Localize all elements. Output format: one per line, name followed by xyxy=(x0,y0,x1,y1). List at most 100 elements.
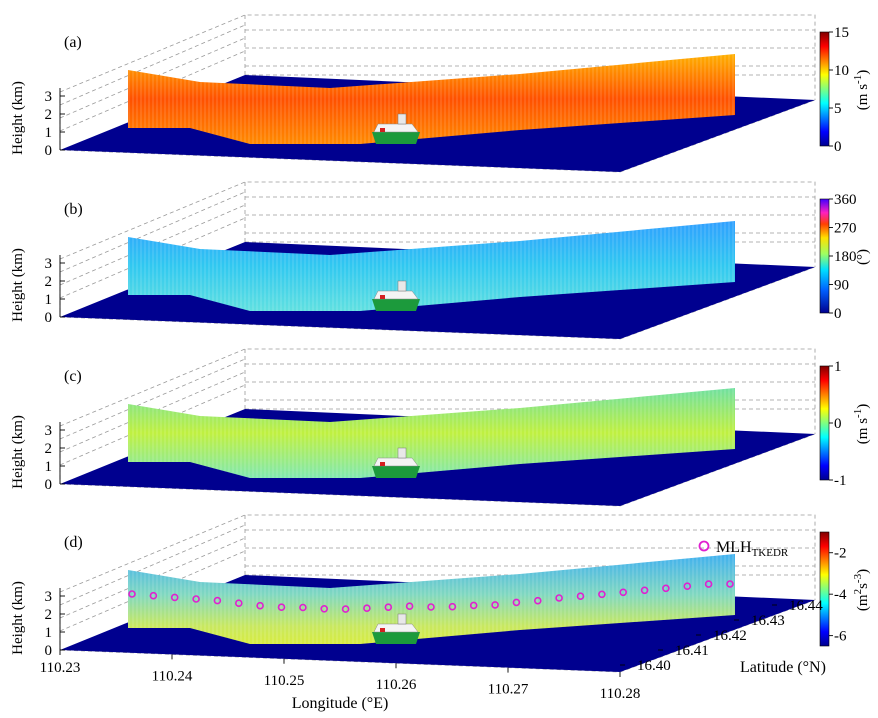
colorbar-tick-label: -4 xyxy=(834,587,847,603)
mlh-marker xyxy=(533,596,542,605)
panel-2: 0 1 2 3 Height (km) (b) 0 90 180 270 360 (°) xyxy=(10,181,871,340)
mlh-marker xyxy=(213,596,222,605)
x-tick-label: 110.28 xyxy=(600,686,641,702)
mlh-marker xyxy=(576,592,585,600)
mlh-marker xyxy=(555,594,563,602)
grid-frame xyxy=(59,514,816,600)
x-tick-label: 110.27 xyxy=(488,682,529,698)
panel-4: 0 1 2 3 Height (km) (d) -6 -4 -2 (m2s-3) MLHTKEDR 1… xyxy=(10,514,871,712)
mlh-marker xyxy=(363,604,371,612)
z-tick-label: 2 xyxy=(45,107,53,123)
mlh-marker xyxy=(512,598,521,607)
ship-flag xyxy=(380,295,385,299)
grid-line xyxy=(59,24,246,106)
grid-line xyxy=(59,524,246,606)
ship-flag xyxy=(380,462,385,466)
data-curtain-texture xyxy=(128,388,735,478)
colorbar-unit: (°) xyxy=(855,249,871,265)
mlh-marker xyxy=(683,582,692,590)
panel-label: (b) xyxy=(64,201,83,218)
z-axis-label: Height (km) xyxy=(10,81,26,155)
mlh-marker xyxy=(427,603,435,611)
z-tick-label: 1 xyxy=(45,292,53,308)
z-tick-label: 0 xyxy=(45,477,53,493)
z-axis-label: Height (km) xyxy=(10,415,26,489)
x-tick-label: 110.26 xyxy=(376,677,417,693)
z-tick-label: 1 xyxy=(45,125,53,141)
ship-flag xyxy=(380,628,385,632)
z-axis-label: Height (km) xyxy=(10,581,26,655)
colorbar-tick-label: -1 xyxy=(834,473,847,489)
colorbar-tick-label: 0 xyxy=(834,416,842,432)
panel-label: (d) xyxy=(64,534,83,551)
y-tick-label: 16.40 xyxy=(637,658,671,674)
z-tick-label: 0 xyxy=(45,310,53,326)
mlh-marker xyxy=(640,586,649,595)
y-tick-label: 16.44 xyxy=(789,598,823,614)
colorbar xyxy=(819,531,830,647)
y-tick-label: 16.42 xyxy=(713,628,747,644)
z-tick-label: 2 xyxy=(45,607,53,623)
mlh-marker xyxy=(726,580,734,588)
data-curtain-texture xyxy=(128,54,735,144)
colorbar-tick-label: 1 xyxy=(834,359,842,375)
colorbar-unit: (m s-1) xyxy=(852,70,871,110)
data-curtain-texture xyxy=(128,554,735,644)
x-tick-label: 110.24 xyxy=(152,668,193,684)
y-axis-label: Latitude (°N) xyxy=(740,659,826,676)
mlh-marker xyxy=(299,603,307,612)
mlh-marker xyxy=(598,590,606,599)
mlh-marker xyxy=(341,605,350,613)
ship-bridge xyxy=(397,280,407,292)
colorbar-tick-label: -6 xyxy=(834,629,847,645)
colorbar-tick-label: 180 xyxy=(834,249,857,265)
colorbar-unit: (m s-1) xyxy=(852,404,871,444)
mlh-marker xyxy=(277,603,286,611)
x-axis-label: Longitude (°E) xyxy=(292,695,389,712)
colorbar-unit: (m2s-3) xyxy=(852,569,871,611)
z-axis-label: Height (km) xyxy=(10,248,26,322)
colorbar-tick-label: 270 xyxy=(834,221,857,237)
grid-line xyxy=(59,191,246,273)
ship-flag xyxy=(380,128,385,132)
ship-icon xyxy=(372,613,420,644)
data-curtain-texture xyxy=(128,221,735,311)
z-tick-label: 1 xyxy=(45,625,53,641)
ship-bridge xyxy=(397,447,407,459)
panel-label: (a) xyxy=(64,34,82,51)
mlh-marker xyxy=(149,591,158,600)
z-tick-label: 1 xyxy=(45,459,53,475)
ship-icon xyxy=(372,280,420,311)
y-tick-label: 16.41 xyxy=(675,643,709,659)
z-tick-label: 0 xyxy=(45,143,53,159)
grid-frame xyxy=(59,348,816,434)
ship-hull xyxy=(372,299,420,311)
grid-line xyxy=(59,358,246,440)
panel-1: 0 1 2 3 Height (km) (a) 0 5 10 15 (m s-1) xyxy=(10,14,871,173)
colorbar-tick-label: 10 xyxy=(834,63,849,79)
mlh-marker xyxy=(469,601,478,610)
colorbar-tick-label: -2 xyxy=(834,546,847,562)
mlh-marker xyxy=(448,602,457,611)
mlh-marker xyxy=(384,603,393,611)
ship-hull xyxy=(372,632,420,644)
z-tick-label: 3 xyxy=(45,423,53,439)
mlh-marker xyxy=(619,588,628,597)
legend-label: MLHTKEDR xyxy=(716,539,789,559)
mlh-marker xyxy=(320,605,329,613)
mlh-marker xyxy=(704,580,713,588)
grid-frame xyxy=(59,181,816,267)
mlh-marker xyxy=(128,590,136,598)
panel-label: (c) xyxy=(64,368,82,385)
colorbar-tick-label: 360 xyxy=(834,192,857,208)
mlh-marker xyxy=(256,601,264,610)
mlh-marker xyxy=(192,595,200,603)
colorbar-tick-label: 90 xyxy=(834,278,849,294)
ship-bridge xyxy=(397,613,407,625)
ship-icon xyxy=(372,113,420,144)
mlh-marker xyxy=(662,584,670,593)
mlh-marker xyxy=(491,601,499,609)
colorbar xyxy=(819,31,830,147)
z-tick-label: 3 xyxy=(45,89,53,105)
